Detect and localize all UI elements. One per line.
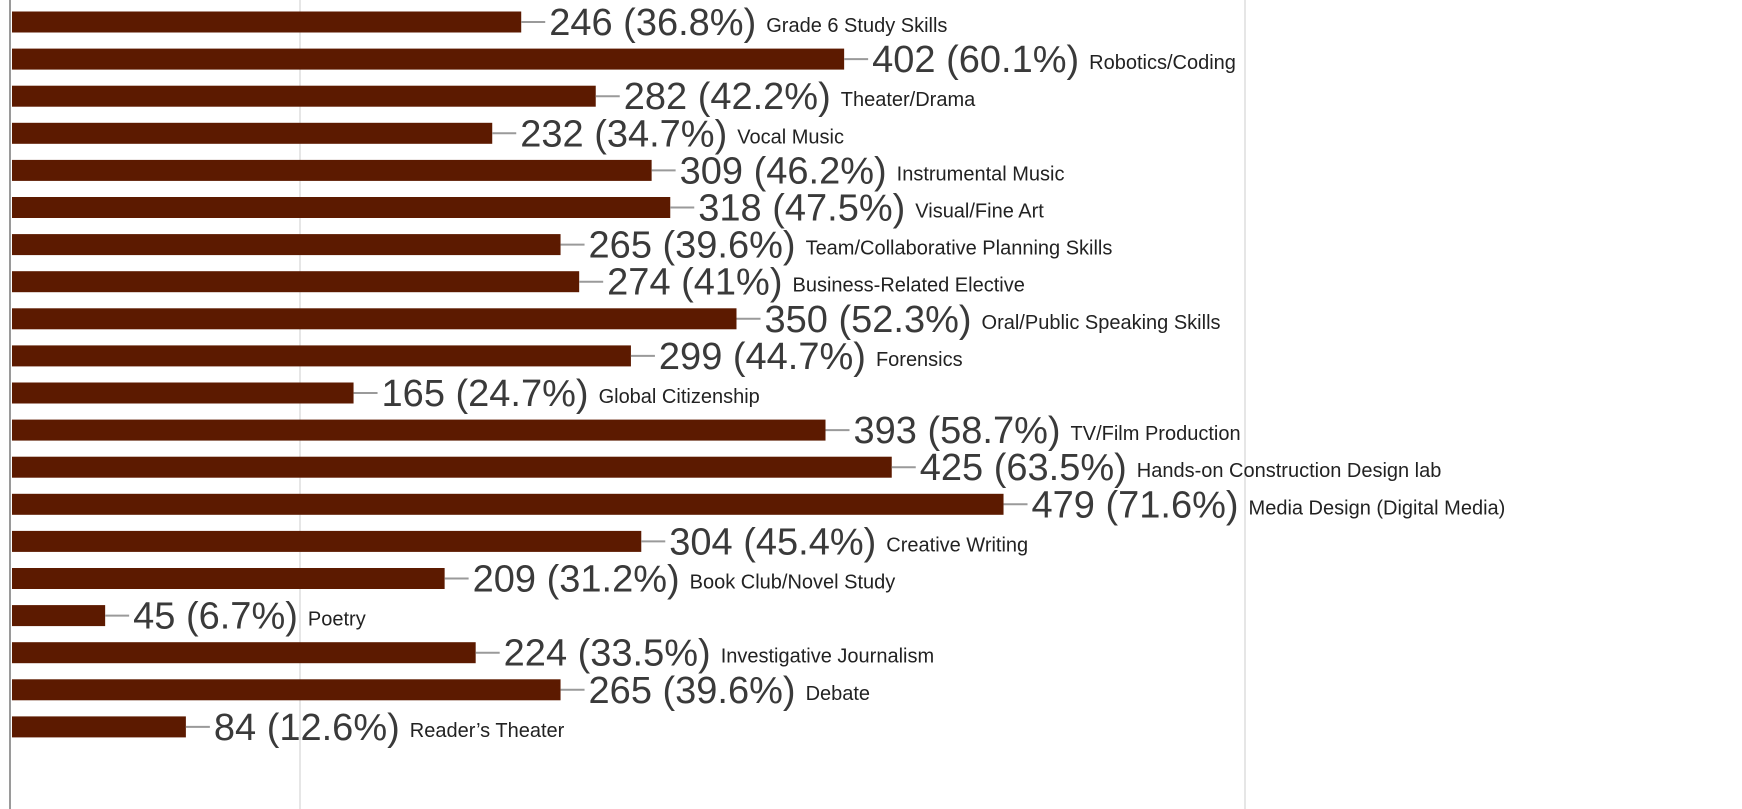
- value-label: 309 (46.2%): [680, 150, 887, 192]
- value-label: 282 (42.2%): [624, 76, 831, 118]
- bar: [12, 85, 596, 107]
- bar: [12, 419, 826, 441]
- value-label: 393 (58.7%): [854, 410, 1061, 452]
- category-label: Investigative Journalism: [721, 646, 934, 668]
- value-label: 318 (47.5%): [698, 188, 905, 230]
- category-label: Vocal Music: [737, 126, 844, 148]
- bar: [12, 493, 1004, 515]
- category-label: Robotics/Coding: [1089, 52, 1236, 74]
- category-label: TV/Film Production: [1071, 423, 1241, 445]
- bar: [12, 716, 186, 738]
- bar: [12, 382, 354, 404]
- category-label: Poetry: [308, 609, 366, 631]
- bar: [12, 197, 671, 218]
- value-label: 299 (44.7%): [659, 336, 866, 378]
- value-label: 350 (52.3%): [765, 299, 972, 341]
- value-label: 425 (63.5%): [920, 447, 1127, 489]
- category-label: Team/Collaborative Planning Skills: [806, 238, 1113, 260]
- bar: [12, 456, 892, 478]
- category-label: Debate: [806, 683, 871, 705]
- category-label: Theater/Drama: [841, 89, 976, 111]
- value-label: 246 (36.8%): [549, 2, 756, 44]
- value-label: 224 (33.5%): [504, 633, 711, 675]
- bar: [12, 679, 561, 701]
- value-label: 45 (6.7%): [133, 596, 298, 638]
- category-label: Grade 6 Study Skills: [766, 15, 947, 37]
- bar: [12, 530, 642, 552]
- value-label: 304 (45.4%): [669, 521, 876, 563]
- value-label: 165 (24.7%): [382, 373, 589, 415]
- category-label: Instrumental Music: [897, 163, 1065, 185]
- category-label: Media Design (Digital Media): [1249, 497, 1506, 519]
- category-label: Hands-on Construction Design lab: [1137, 460, 1442, 482]
- value-label: 479 (71.6%): [1032, 484, 1239, 526]
- category-label: Book Club/Novel Study: [690, 572, 896, 594]
- bar: [12, 11, 522, 33]
- bar: [12, 345, 631, 367]
- bar: [12, 234, 561, 256]
- bar: [12, 308, 737, 330]
- bar: [12, 271, 580, 293]
- category-label: Business-Related Elective: [793, 275, 1025, 297]
- category-label: Global Citizenship: [599, 386, 760, 408]
- category-label: Oral/Public Speaking Skills: [982, 312, 1221, 334]
- value-label: 265 (39.6%): [589, 225, 796, 267]
- bar: [12, 605, 106, 627]
- value-label: 84 (12.6%): [214, 707, 400, 749]
- value-label: 402 (60.1%): [872, 39, 1079, 81]
- bar: [12, 48, 845, 70]
- bar: [12, 642, 476, 664]
- category-label: Visual/Fine Art: [915, 201, 1044, 223]
- bar: [12, 159, 652, 181]
- category-label: Forensics: [876, 349, 963, 371]
- value-label: 274 (41%): [607, 262, 782, 304]
- category-label: Reader’s Theater: [410, 720, 565, 742]
- value-label: 209 (31.2%): [473, 559, 680, 601]
- category-label: Creative Writing: [886, 534, 1028, 556]
- bar: [12, 122, 493, 144]
- value-label: 232 (34.7%): [520, 113, 727, 155]
- value-label: 265 (39.6%): [589, 670, 796, 712]
- bar: [12, 568, 445, 589]
